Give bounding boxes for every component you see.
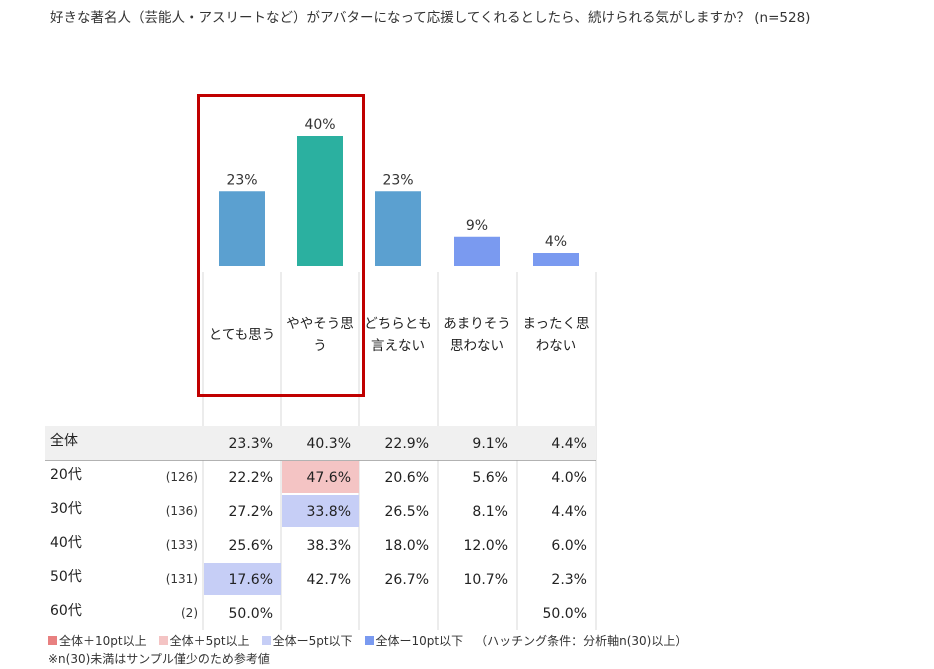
table-cell: 18.0% bbox=[384, 538, 429, 554]
row-label: 30代 bbox=[50, 501, 82, 517]
table-cell: 40.3% bbox=[306, 436, 351, 452]
table-cell: 22.2% bbox=[228, 470, 273, 486]
table-cell: 50.0% bbox=[228, 606, 273, 622]
table-cell bbox=[282, 597, 359, 629]
table-cell bbox=[360, 597, 437, 629]
row-label: 40代 bbox=[50, 535, 82, 551]
table-cell: 47.6% bbox=[282, 461, 359, 493]
category-label: どちらとも言えない bbox=[364, 316, 432, 354]
table-cell: 27.2% bbox=[228, 504, 273, 520]
highlight-box bbox=[197, 94, 365, 397]
legend-swatch bbox=[261, 636, 271, 645]
row-sample-size: (133) bbox=[165, 538, 198, 552]
row-label: 全体 bbox=[50, 433, 78, 449]
table-cell: 8.1% bbox=[472, 504, 508, 520]
table-cell bbox=[439, 597, 516, 629]
category-label: とても思う bbox=[208, 327, 276, 343]
row-label: 60代 bbox=[50, 603, 82, 619]
category-label: まったく思わない bbox=[522, 316, 590, 354]
table-cell: 38.3% bbox=[306, 538, 351, 554]
table-cell: 26.7% bbox=[384, 572, 429, 588]
row-sample-size: (136) bbox=[165, 504, 198, 518]
total-row-background bbox=[45, 426, 596, 460]
legend-label: 全体＋5pt以上 bbox=[169, 634, 250, 648]
legend-label: 全体＋10pt以上 bbox=[59, 634, 147, 648]
bar-value-label: 4% bbox=[545, 234, 567, 250]
row-sample-size: (131) bbox=[165, 572, 198, 586]
bar-3 bbox=[375, 191, 421, 266]
row-label: 20代 bbox=[50, 467, 82, 483]
legend-swatch bbox=[48, 636, 57, 645]
table-cell: 4.4% bbox=[551, 436, 587, 452]
row-sample-size: (2) bbox=[181, 606, 198, 620]
table-cell: 9.1% bbox=[472, 436, 508, 452]
table-cell: 17.6% bbox=[204, 563, 281, 595]
chart-title: 好きな著名人（芸能人・アスリートなど）がアバターになって応援してくれるとしたら、… bbox=[50, 10, 811, 26]
legend-item: 全体＋10pt以上 bbox=[48, 634, 147, 648]
table-cell: 4.0% bbox=[551, 470, 587, 486]
bar-value-label: 23% bbox=[382, 172, 413, 188]
legend-item: 全体ー10pt以下 bbox=[364, 634, 464, 648]
bar-value-label: 9% bbox=[466, 218, 488, 234]
category-label: あまりそう思わない bbox=[443, 316, 511, 354]
table-cell: 33.8% bbox=[282, 495, 359, 527]
table-cell: 12.0% bbox=[463, 538, 508, 554]
table-cell: 23.3% bbox=[228, 436, 273, 452]
bars-layer: 23% 40% 23% 9% 4% bbox=[219, 117, 579, 266]
bar-4 bbox=[454, 236, 500, 266]
bar-5 bbox=[533, 253, 579, 266]
legend-label: 全体ー10pt以下 bbox=[375, 634, 464, 648]
footnote: ※n(30)未満はサンプル僅少のため参考値 bbox=[48, 652, 270, 666]
table-cell: 26.5% bbox=[384, 504, 429, 520]
legend-label: 全体ー5pt以下 bbox=[272, 634, 353, 648]
table-cell: 20.6% bbox=[384, 470, 429, 486]
table-cell: 6.0% bbox=[551, 538, 587, 554]
table-cell: 25.6% bbox=[228, 538, 273, 554]
legend-condition: （ハッチング条件：分析軸n(30)以上） bbox=[475, 634, 688, 648]
table-cell: 5.6% bbox=[472, 470, 508, 486]
category-label: ややそう思う bbox=[286, 316, 354, 354]
table-cell: 22.9% bbox=[384, 436, 429, 452]
legend-swatch bbox=[158, 636, 168, 645]
table-cell: 50.0% bbox=[542, 606, 587, 622]
row-label: 50代 bbox=[50, 569, 82, 585]
bar-value-label: 40% bbox=[304, 117, 335, 133]
legend-item: 全体ー5pt以下 bbox=[261, 634, 353, 648]
row-sample-size: (126) bbox=[165, 470, 198, 484]
legend: 全体＋10pt以上 全体＋5pt以上 全体ー5pt以下 全体ー10pt以下 （ハッチング… bbox=[48, 632, 687, 649]
legend-swatch bbox=[364, 636, 374, 645]
bar-2 bbox=[297, 136, 343, 266]
table-cell: 4.4% bbox=[551, 504, 587, 520]
legend-item: 全体＋5pt以上 bbox=[158, 634, 250, 648]
table-cell: 42.7% bbox=[306, 572, 351, 588]
table-cell: 2.3% bbox=[551, 572, 587, 588]
bar-value-label: 23% bbox=[226, 172, 257, 188]
table-cell: 10.7% bbox=[463, 572, 508, 588]
bar-1 bbox=[219, 191, 265, 266]
